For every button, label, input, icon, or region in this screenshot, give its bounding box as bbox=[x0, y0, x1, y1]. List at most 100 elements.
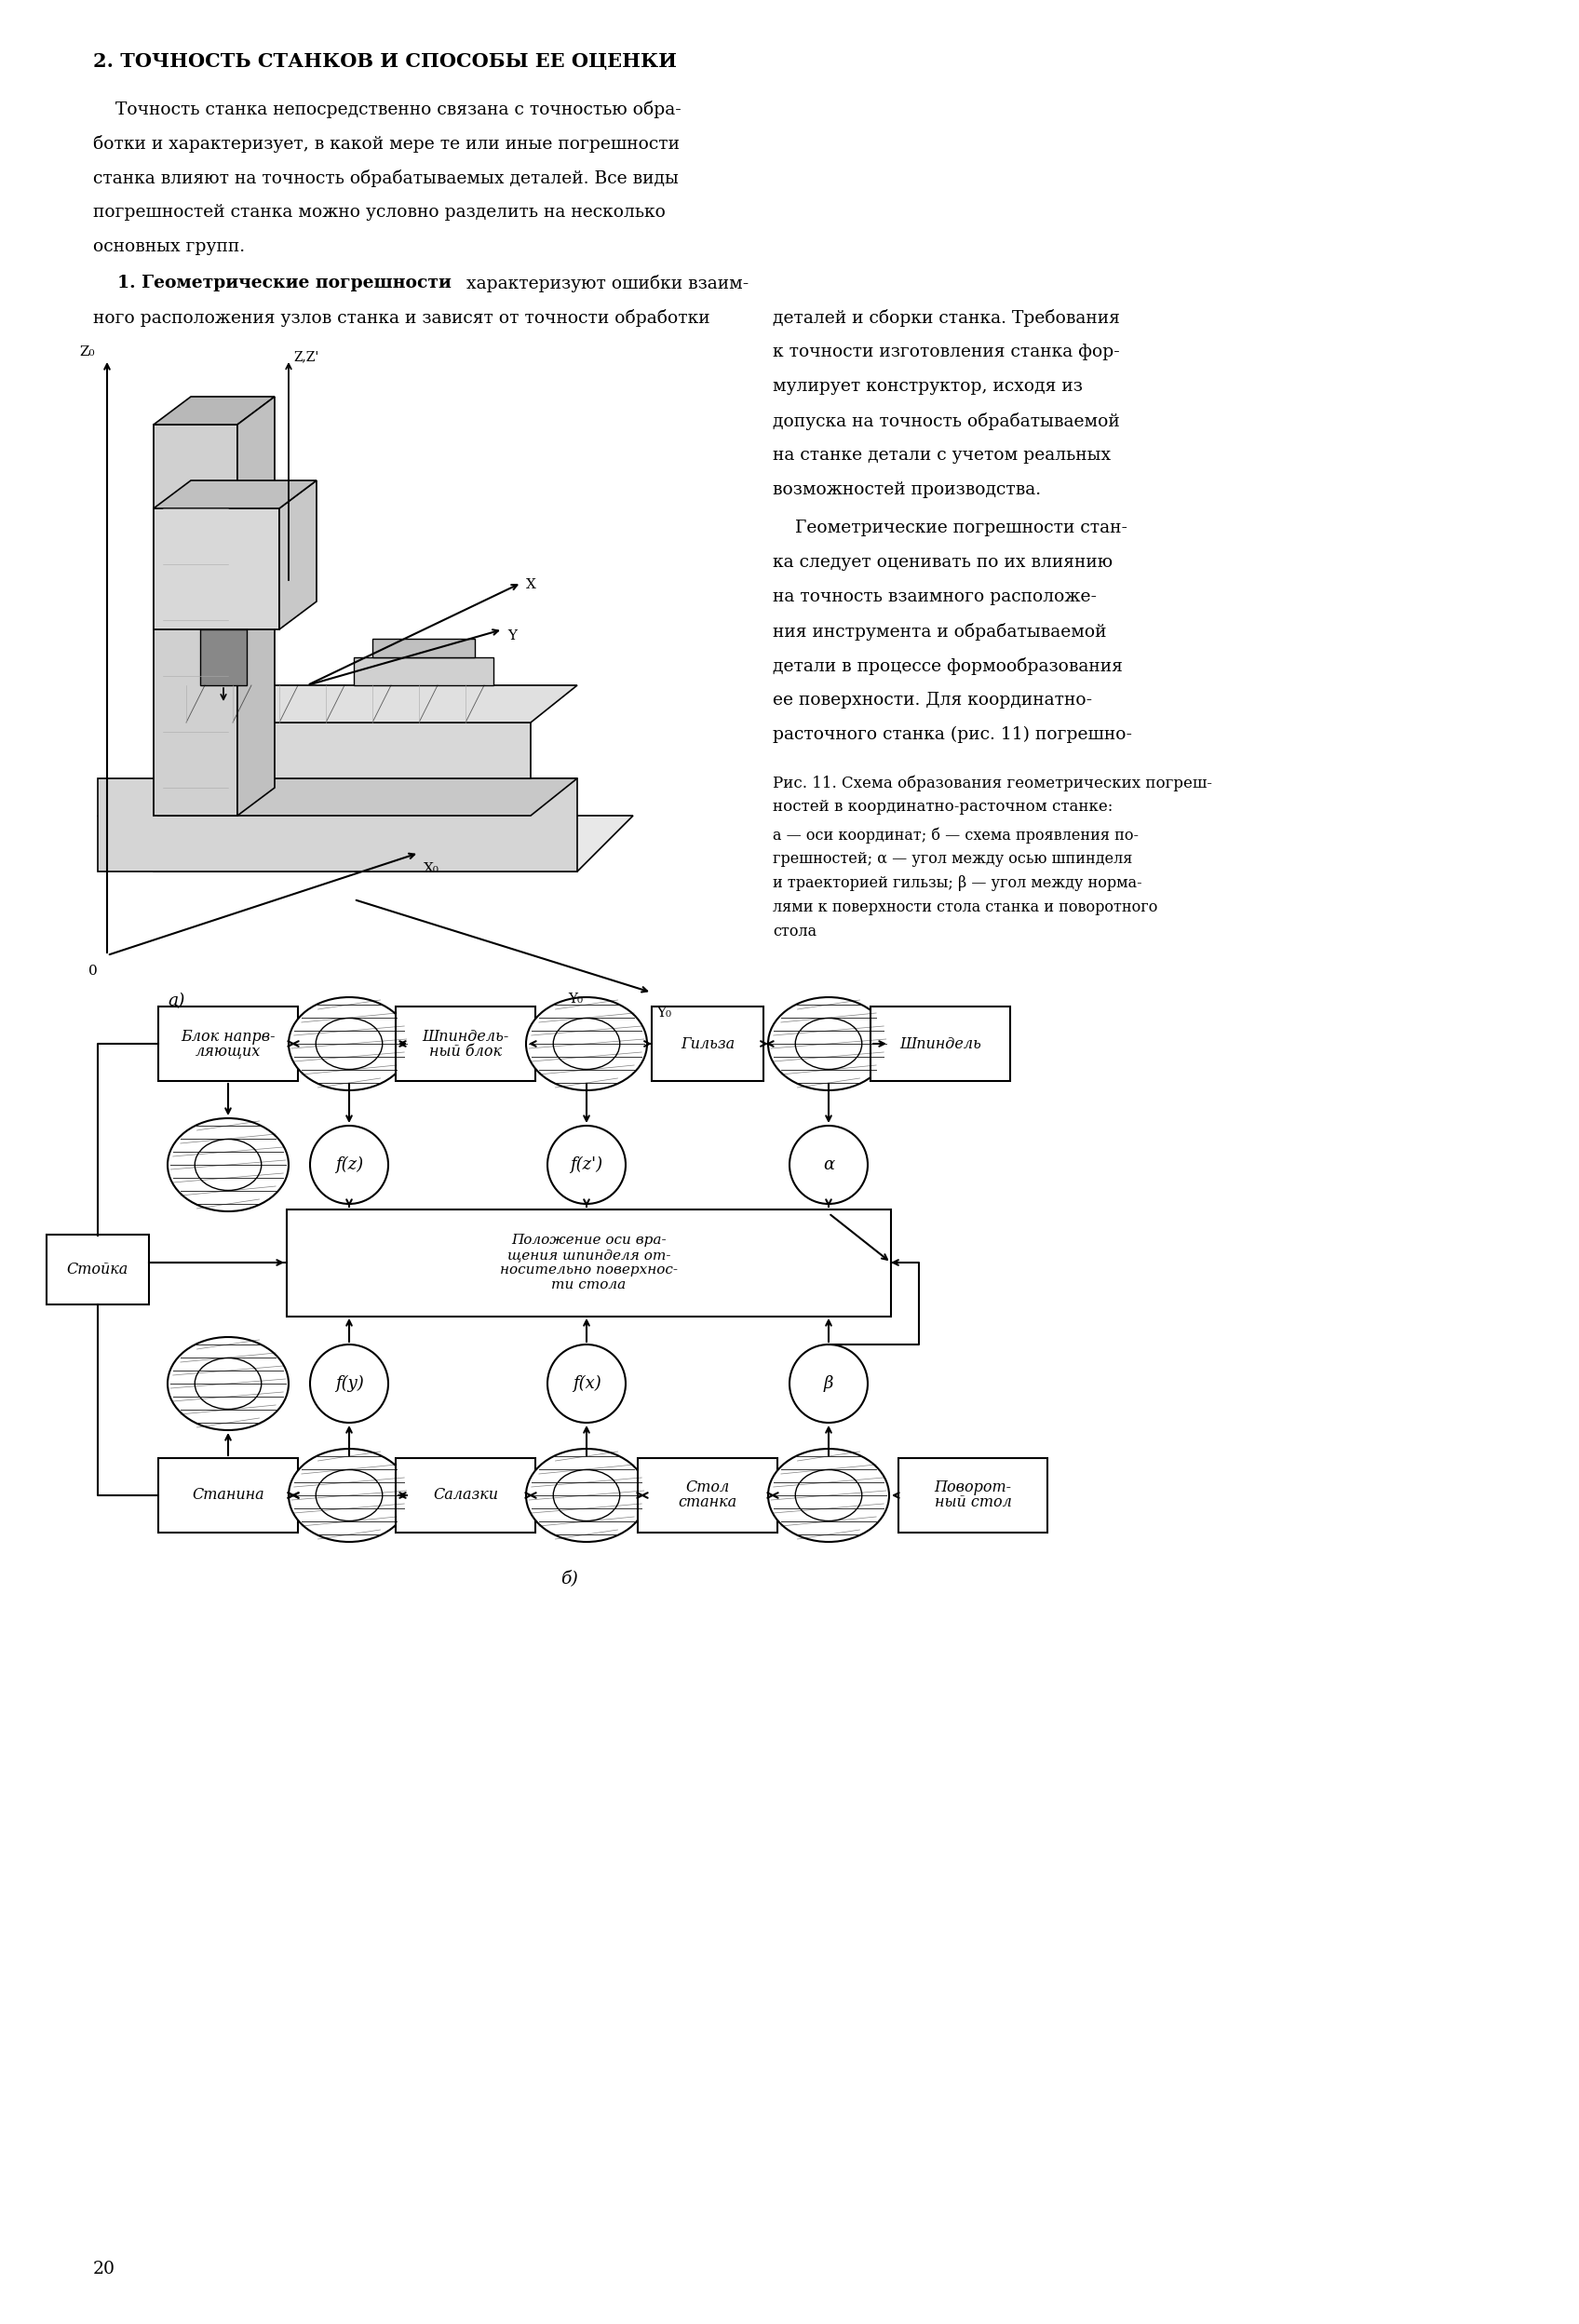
Polygon shape bbox=[279, 481, 316, 630]
Ellipse shape bbox=[316, 1469, 382, 1520]
Polygon shape bbox=[153, 397, 275, 425]
Text: Z,Z': Z,Z' bbox=[294, 351, 319, 363]
Text: ее поверхности. Для координатно-: ее поверхности. Для координатно- bbox=[772, 693, 1093, 709]
Text: мулирует конструктор, исходя из: мулирует конструктор, исходя из bbox=[772, 379, 1083, 395]
Polygon shape bbox=[158, 1457, 298, 1532]
Text: и траекторией гильзы; β — угол между норма-: и траекторией гильзы; β — угол между нор… bbox=[772, 876, 1142, 890]
Text: 0: 0 bbox=[88, 964, 98, 978]
Text: на станке детали с учетом реальных: на станке детали с учетом реальных bbox=[772, 446, 1110, 465]
Text: станка: станка bbox=[679, 1494, 737, 1511]
Text: основных групп.: основных групп. bbox=[93, 239, 245, 256]
Text: Стойка: Стойка bbox=[66, 1262, 128, 1278]
Text: расточного станка (рис. 11) погрешно-: расточного станка (рис. 11) погрешно- bbox=[772, 725, 1132, 744]
Polygon shape bbox=[98, 779, 578, 872]
Ellipse shape bbox=[796, 1469, 862, 1520]
Text: станка влияют на точность обрабатываемых деталей. Все виды: станка влияют на точность обрабатываемых… bbox=[93, 170, 679, 188]
Polygon shape bbox=[98, 816, 633, 872]
Polygon shape bbox=[898, 1457, 1047, 1532]
Polygon shape bbox=[153, 425, 237, 816]
Polygon shape bbox=[354, 658, 493, 686]
Text: Шпиндель: Шпиндель bbox=[900, 1037, 981, 1053]
Text: Гильза: Гильза bbox=[681, 1037, 734, 1053]
Text: ти стола: ти стола bbox=[551, 1278, 627, 1292]
Ellipse shape bbox=[194, 1139, 262, 1190]
Text: грешностей; α — угол между осью шпинделя: грешностей; α — угол между осью шпинделя bbox=[772, 851, 1132, 867]
Text: а): а) bbox=[167, 992, 185, 1009]
Polygon shape bbox=[158, 723, 531, 779]
Ellipse shape bbox=[289, 997, 409, 1090]
Polygon shape bbox=[158, 1006, 298, 1081]
Text: щения шпинделя от-: щения шпинделя от- bbox=[507, 1248, 671, 1262]
Ellipse shape bbox=[289, 1448, 409, 1541]
Text: Y: Y bbox=[507, 630, 516, 641]
Text: α: α bbox=[823, 1157, 834, 1174]
Text: Стол: Стол bbox=[685, 1480, 729, 1497]
Polygon shape bbox=[46, 1234, 148, 1304]
Text: Y₀: Y₀ bbox=[568, 992, 583, 1006]
Text: ляющих: ляющих bbox=[196, 1043, 261, 1060]
Text: Поворот-: Поворот- bbox=[935, 1480, 1012, 1497]
Text: ботки и характеризует, в какой мере те или иные погрешности: ботки и характеризует, в какой мере те и… bbox=[93, 135, 679, 153]
Ellipse shape bbox=[526, 997, 647, 1090]
Text: погрешностей станка можно условно разделить на несколько: погрешностей станка можно условно раздел… bbox=[93, 205, 666, 221]
Text: ния инструмента и обрабатываемой: ния инструмента и обрабатываемой bbox=[772, 623, 1107, 641]
Text: к точности изготовления станка фор-: к точности изготовления станка фор- bbox=[772, 344, 1120, 360]
Ellipse shape bbox=[526, 1448, 647, 1541]
Text: допуска на точность обрабатываемой: допуска на точность обрабатываемой bbox=[772, 411, 1120, 430]
Text: ный блок: ный блок bbox=[429, 1043, 502, 1060]
Text: на точность взаимного расположе-: на точность взаимного расположе- bbox=[772, 588, 1097, 604]
Ellipse shape bbox=[767, 1448, 889, 1541]
Ellipse shape bbox=[553, 1469, 621, 1520]
Polygon shape bbox=[638, 1457, 777, 1532]
Ellipse shape bbox=[790, 1346, 868, 1422]
Text: 1. Геометрические погрешности: 1. Геометрические погрешности bbox=[93, 274, 452, 290]
Polygon shape bbox=[652, 1006, 763, 1081]
Polygon shape bbox=[396, 1006, 535, 1081]
Text: Шпиндель-: Шпиндель- bbox=[422, 1030, 508, 1043]
Polygon shape bbox=[158, 779, 578, 816]
Polygon shape bbox=[396, 1457, 535, 1532]
Ellipse shape bbox=[309, 1346, 388, 1422]
Ellipse shape bbox=[767, 997, 889, 1090]
Polygon shape bbox=[237, 397, 275, 816]
Polygon shape bbox=[870, 1006, 1011, 1081]
Text: Геометрические погрешности стан-: Геометрические погрешности стан- bbox=[772, 521, 1127, 537]
Ellipse shape bbox=[548, 1125, 625, 1204]
Text: характеризуют ошибки взаим-: характеризуют ошибки взаим- bbox=[461, 274, 748, 293]
Text: Точность станка непосредственно связана с точностью обра-: Точность станка непосредственно связана … bbox=[93, 100, 681, 119]
Text: Z₀: Z₀ bbox=[79, 346, 95, 358]
Text: Y₀: Y₀ bbox=[657, 1006, 671, 1020]
Ellipse shape bbox=[316, 1018, 382, 1069]
Text: f(y): f(y) bbox=[335, 1376, 363, 1392]
Ellipse shape bbox=[309, 1125, 388, 1204]
Text: ный стол: ный стол bbox=[935, 1494, 1012, 1511]
Polygon shape bbox=[373, 639, 475, 658]
Text: Салазки: Салазки bbox=[433, 1487, 497, 1504]
Ellipse shape bbox=[194, 1357, 262, 1408]
Text: стола: стола bbox=[772, 923, 816, 939]
Polygon shape bbox=[153, 481, 316, 509]
Text: Блок напрв-: Блок напрв- bbox=[182, 1030, 275, 1043]
Polygon shape bbox=[287, 1208, 891, 1315]
Text: X: X bbox=[526, 579, 537, 590]
Ellipse shape bbox=[167, 1118, 289, 1211]
Polygon shape bbox=[158, 686, 578, 723]
Text: f(z'): f(z') bbox=[570, 1157, 603, 1174]
Text: f(x): f(x) bbox=[572, 1376, 602, 1392]
Ellipse shape bbox=[548, 1346, 625, 1422]
Text: носительно поверхнос-: носительно поверхнос- bbox=[501, 1264, 677, 1276]
Text: ного расположения узлов станка и зависят от точности обработки: ного расположения узлов станка и зависят… bbox=[93, 309, 711, 328]
Text: ностей в координатно-расточном станке:: ностей в координатно-расточном станке: bbox=[772, 799, 1113, 816]
Ellipse shape bbox=[553, 1018, 621, 1069]
Polygon shape bbox=[153, 509, 279, 630]
Text: 2. ТОЧНОСТЬ СТАНКОВ И СПОСОБЫ ЕЕ ОЦЕНКИ: 2. ТОЧНОСТЬ СТАНКОВ И СПОСОБЫ ЕЕ ОЦЕНКИ bbox=[93, 51, 677, 70]
Text: а — оси координат; б — схема проявления по-: а — оси координат; б — схема проявления … bbox=[772, 827, 1138, 844]
Text: б): б) bbox=[561, 1569, 578, 1587]
Text: β: β bbox=[824, 1376, 834, 1392]
Ellipse shape bbox=[796, 1018, 862, 1069]
Text: 20: 20 bbox=[93, 2261, 115, 2278]
Text: деталей и сборки станка. Требования: деталей и сборки станка. Требования bbox=[772, 309, 1120, 328]
Polygon shape bbox=[201, 630, 246, 686]
Text: возможностей производства.: возможностей производства. bbox=[772, 481, 1041, 497]
Ellipse shape bbox=[790, 1125, 868, 1204]
